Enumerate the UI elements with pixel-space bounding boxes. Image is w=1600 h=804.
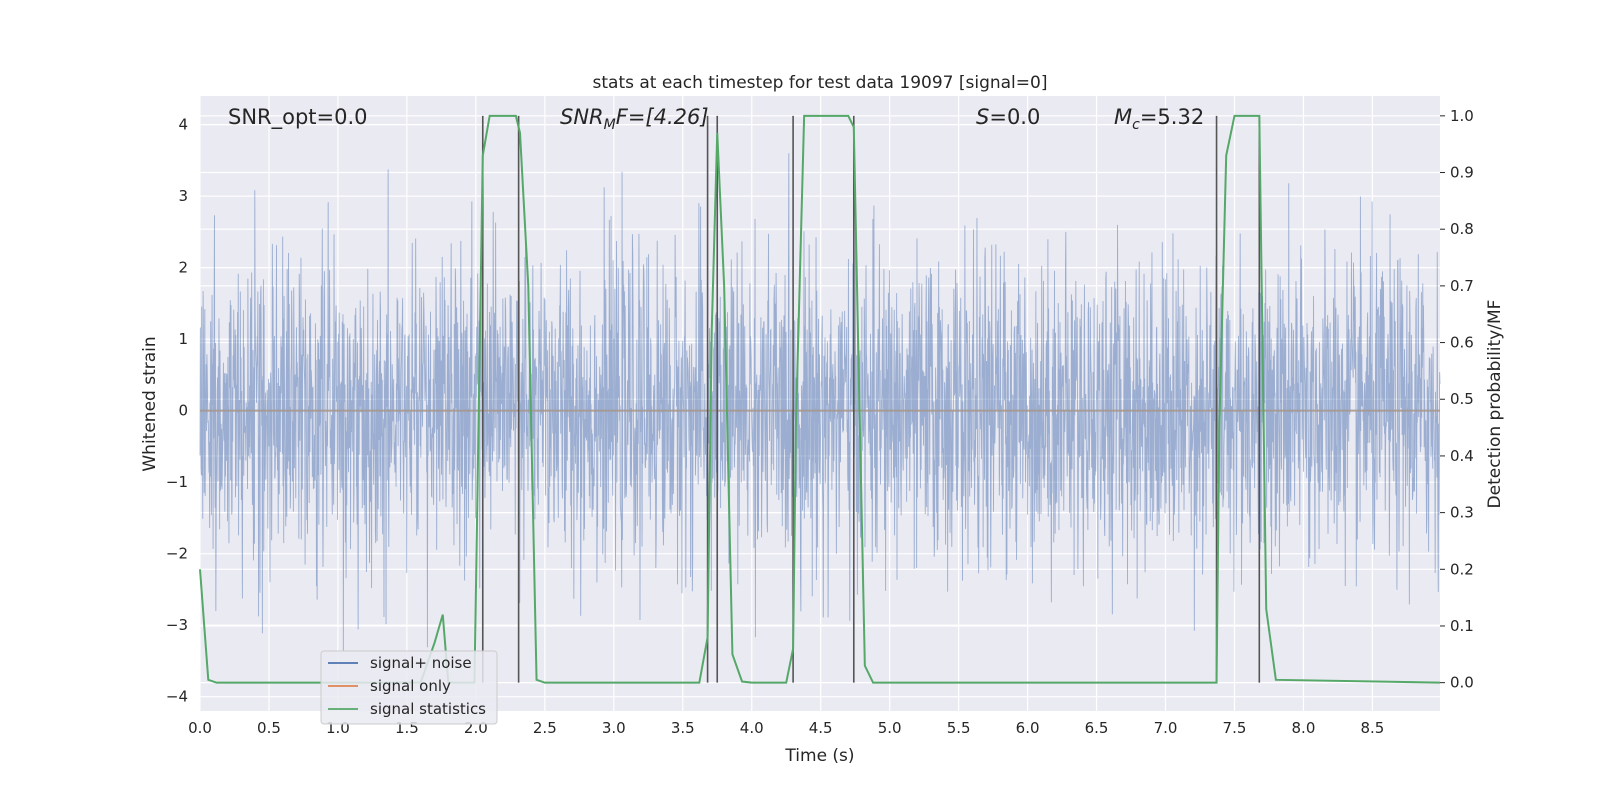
y-tick-label: 4 <box>178 116 188 134</box>
y2-tick-label: 0.1 <box>1450 617 1474 635</box>
x-tick-label: 6.0 <box>1016 719 1040 737</box>
x-tick-label: 8.5 <box>1360 719 1384 737</box>
signal-noise-line <box>199 153 1441 652</box>
y2-tick-label: 0.9 <box>1450 164 1474 182</box>
annotation-mc: Mc=5.32 <box>1114 105 1204 133</box>
y2-tick-label: 0.4 <box>1450 447 1474 465</box>
legend-label-signal-noise: signal+ noise <box>370 654 472 672</box>
y2-tick-label: 0.3 <box>1450 504 1474 522</box>
x-tick-label: 5.0 <box>878 719 902 737</box>
x-tick-label: 5.5 <box>947 719 971 737</box>
x-tick-label: 4.0 <box>740 719 764 737</box>
x-tick-label: 0.0 <box>188 719 212 737</box>
y-tick-label: 1 <box>178 330 188 348</box>
x-tick-label: 2.5 <box>533 719 557 737</box>
annotation-snr-opt: SNR_opt=0.0 <box>228 105 368 130</box>
x-tick-label: 4.5 <box>809 719 833 737</box>
x-tick-label: 7.0 <box>1154 719 1178 737</box>
detection-markers <box>481 115 1261 683</box>
y-tick-label: 0 <box>178 402 188 420</box>
y2-tick-label: 0.5 <box>1450 390 1474 408</box>
y2-tick-label: 0.6 <box>1450 334 1474 352</box>
legend-label-signal-statistics: signal statistics <box>370 700 486 718</box>
y-axis-label: Whitened strain <box>140 336 160 471</box>
signal-noise-series <box>199 153 1441 652</box>
y2-tick-label: 1.0 <box>1450 107 1474 125</box>
legend: signal+ noise signal only signal statist… <box>320 650 498 725</box>
y-tick-label: −2 <box>166 545 188 563</box>
legend-label-signal-only: signal only <box>370 677 451 695</box>
y-tick-label: −1 <box>166 473 188 491</box>
y-tick-label: −3 <box>166 616 188 634</box>
x-tick-label: 6.5 <box>1085 719 1109 737</box>
y2-tick-label: 0.7 <box>1450 277 1474 295</box>
y-tick-label: −4 <box>166 688 188 706</box>
y2-tick-label: 0.2 <box>1450 560 1474 578</box>
chart-title: stats at each timestep for test data 190… <box>593 73 1048 93</box>
x-tick-label: 7.5 <box>1223 719 1247 737</box>
x-tick-label: 3.5 <box>671 719 695 737</box>
x-tick-label: 3.0 <box>602 719 626 737</box>
x-tick-label: 0.5 <box>257 719 281 737</box>
y-tick-label: 3 <box>178 187 188 205</box>
x-tick-label: 8.0 <box>1292 719 1316 737</box>
y2-tick-label: 0.8 <box>1450 220 1474 238</box>
y-tick-label: 2 <box>178 259 188 277</box>
y2-tick-label: 0.0 <box>1450 674 1474 692</box>
y2-axis-label: Detection probability/MF <box>1485 300 1505 509</box>
annotation-snr-mf: SNRMF=[4.26] <box>560 105 709 133</box>
legend-box <box>320 650 498 725</box>
annotation-s: S=0.0 <box>976 105 1040 129</box>
x-axis-label: Time (s) <box>784 746 854 766</box>
